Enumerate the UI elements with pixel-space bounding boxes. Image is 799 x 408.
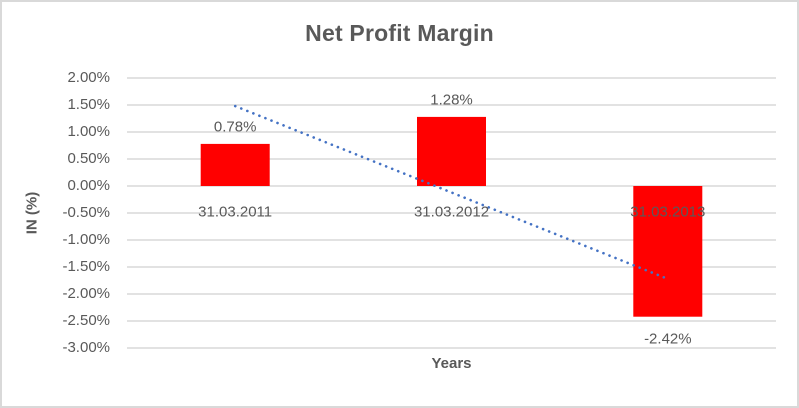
y-tick-label: 0.50%: [67, 150, 110, 167]
y-tick-label: -0.50%: [62, 204, 110, 221]
data-label: 1.28%: [430, 91, 473, 109]
y-axis-title: IN (%): [23, 191, 41, 235]
bar-31.03.2012: [417, 116, 486, 186]
category-label: 31.03.2013: [630, 203, 706, 221]
bar-31.03.2013: [633, 186, 703, 317]
data-label: 0.78%: [213, 118, 257, 136]
y-tick-label: 1.00%: [67, 123, 110, 140]
category-label: 31.03.2012: [413, 203, 490, 221]
y-tick-label: -1.50%: [62, 258, 110, 275]
y-tick-label: -2.00%: [62, 285, 110, 302]
data-label: -2.42%: [644, 330, 692, 348]
chart-title: Net Profit Margin: [305, 20, 494, 46]
y-tick-label: 1.50%: [67, 96, 110, 113]
y-tick-label: -1.00%: [62, 231, 110, 248]
category-label: 31.03.2011: [198, 203, 273, 221]
bar-31.03.2011: [200, 143, 270, 186]
x-axis-title: Years: [431, 355, 472, 372]
y-tick-label: -3.00%: [62, 339, 110, 356]
y-tick-label: 0.00%: [67, 177, 110, 194]
y-tick-label: 2.00%: [67, 69, 110, 86]
linear-trendline: [233, 104, 670, 281]
y-tick-label: -2.50%: [62, 312, 110, 329]
